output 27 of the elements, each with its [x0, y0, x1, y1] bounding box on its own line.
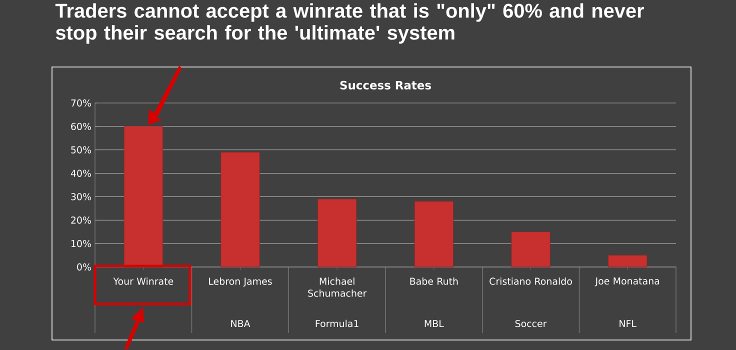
x-tick-label: Cristiano Ronaldo — [490, 278, 572, 285]
y-tick-label: 0% — [77, 263, 91, 271]
text: Formula1 — [316, 320, 358, 328]
bar — [220, 152, 260, 268]
x-tick-label: Lebron James — [209, 278, 272, 287]
x-tick-label: Michael Schumacher — [308, 278, 367, 297]
bar — [318, 198, 357, 268]
y-tick-label: 60% — [71, 122, 91, 130]
text: NFL — [620, 320, 636, 327]
y-tick-label: 70% — [71, 99, 91, 107]
y-tick-label: 40% — [70, 170, 91, 177]
y-tick-label: 20% — [71, 216, 91, 224]
y-tick-label: 10% — [71, 240, 91, 248]
text: Soccer — [515, 320, 547, 328]
bar — [608, 255, 648, 268]
text: MBL — [424, 320, 444, 327]
x-tick-label: Joe Monatana — [594, 278, 660, 286]
bar — [414, 201, 454, 268]
x-tick-label: Babe Ruth — [410, 278, 458, 285]
text: Traders cannot accept a winrate that is "only" 60% and never stop their search for the 'ultimate' system — [55, 3, 644, 44]
bar — [511, 232, 550, 268]
x-tick-label: Your Winrate — [113, 278, 174, 285]
y-tick-label: 50% — [71, 146, 91, 154]
chart-title: Success Rates — [340, 80, 431, 90]
y-tick-label: 30% — [71, 193, 91, 200]
bar — [124, 126, 163, 268]
text: NBA — [231, 320, 250, 327]
